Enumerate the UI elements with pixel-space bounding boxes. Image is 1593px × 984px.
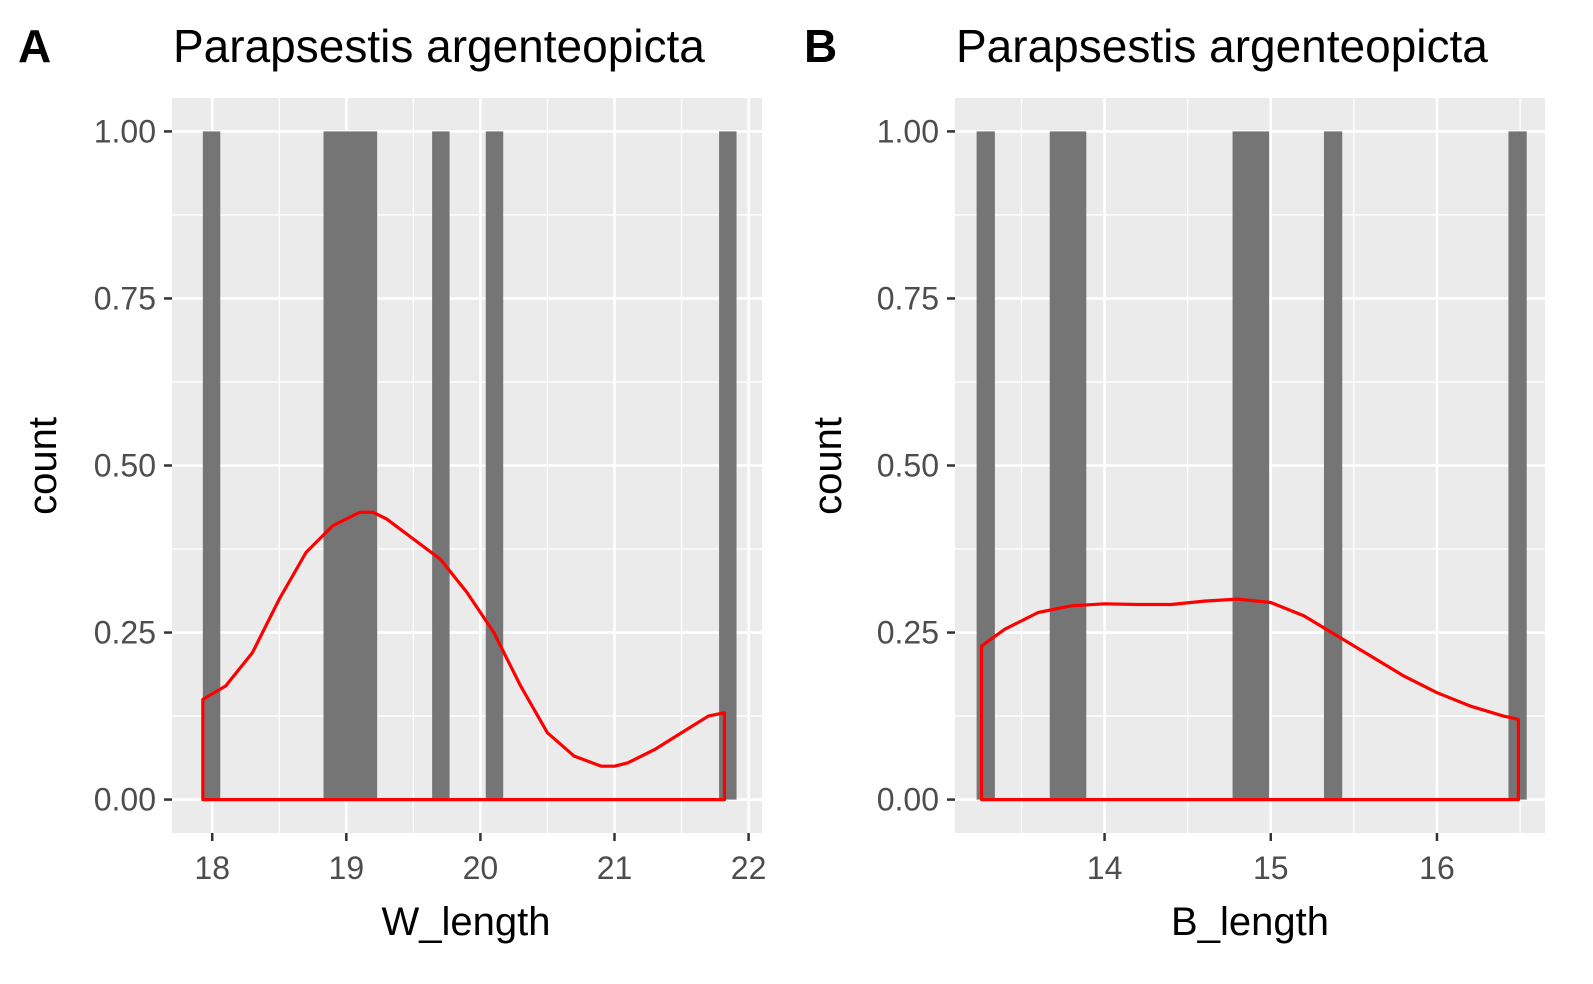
panel-b-density-curve (979, 597, 1521, 802)
panel-b-bars (976, 131, 1527, 800)
x-tick-label: 16 (1419, 850, 1455, 886)
panel-a-title-clip: Parapsestis argenteopicta (173, 20, 705, 72)
panel-a: A Parapsestis argenteopicta 0.00 0.25 0.50… (18, 20, 766, 944)
histogram-bar (323, 131, 378, 800)
panel-label-a: A (18, 20, 51, 72)
panel-a-x-axis-label: W_length (382, 900, 551, 944)
x-tick-label: 22 (731, 850, 767, 886)
panel-b-x-axis-label: B_length (1171, 900, 1329, 944)
x-tick-label: 20 (463, 850, 499, 886)
panel-b-title-clip: Parapsestis argenteopicta (956, 20, 1488, 72)
panel-b-y-axis-label: count (806, 417, 850, 515)
panel-b-x-axis: 14 15 16 (1087, 833, 1455, 886)
x-tick-label: 15 (1253, 850, 1289, 886)
histogram-bar (976, 131, 995, 800)
histogram-bar (432, 131, 450, 800)
y-tick-label: 0.50 (94, 448, 156, 484)
panel-a-y-axis: 0.00 0.25 0.50 0.75 1.00 (94, 113, 172, 818)
panel-a-y-axis-label: count (21, 417, 65, 515)
panel-b-y-axis: 0.00 0.25 0.50 0.75 1.00 (877, 113, 955, 818)
y-tick-label: 1.00 (877, 113, 939, 149)
panel-b-title: Parapsestis argenteopicta (956, 20, 1488, 72)
y-tick-label: 0.50 (877, 448, 939, 484)
histogram-bar (202, 131, 221, 800)
histogram-bar (1232, 131, 1270, 800)
panel-label-b: B (804, 20, 837, 72)
y-tick-label: 0.25 (94, 615, 156, 651)
histogram-bar (1508, 131, 1527, 800)
panel-a-x-axis: 18 19 20 21 22 (194, 833, 766, 886)
panel-a-bars (202, 131, 737, 800)
y-tick-label: 0.75 (94, 280, 156, 316)
y-tick-label: 1.00 (94, 113, 156, 149)
x-tick-label: 19 (329, 850, 365, 886)
x-tick-label: 18 (194, 850, 230, 886)
histogram-bar (719, 131, 737, 800)
y-tick-label: 0.25 (877, 615, 939, 651)
panel-a-title: Parapsestis argenteopicta (173, 20, 705, 72)
x-tick-label: 14 (1087, 850, 1123, 886)
x-tick-label: 21 (597, 850, 633, 886)
y-tick-label: 0.00 (94, 782, 156, 818)
panel-b: B Parapsestis argenteopicta 0.00 0.25 0.50… (804, 20, 1545, 944)
y-tick-label: 0.00 (877, 782, 939, 818)
histogram-bar (485, 131, 504, 800)
y-tick-label: 0.75 (877, 280, 939, 316)
histogram-bar (1323, 131, 1343, 800)
panel-a-density-curve (201, 510, 727, 802)
histogram-bar (1049, 131, 1087, 800)
